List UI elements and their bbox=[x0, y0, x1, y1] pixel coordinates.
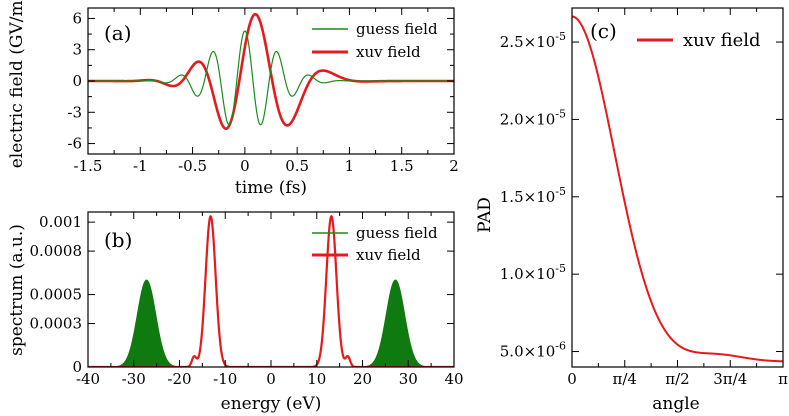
panel-c-ticks: 0 π/4 π/2 3π/4 π 5.0×10-6 1.0×10-5 1.5×10-5 2.0×… bbox=[500, 8, 788, 388]
panel-a-ticks: -1.5 -1 -0.5 0 0.5 1 1.5 2 -6 -3 0 3 6 bbox=[67, 8, 459, 175]
legend-guess-label-b: guess field bbox=[356, 224, 438, 242]
y-tick-label: 0.0003 bbox=[30, 315, 83, 333]
x-tick-label: 20 bbox=[353, 370, 372, 388]
legend-xuv-label-c: xuv field bbox=[683, 30, 761, 51]
x-tick-label: π/2 bbox=[665, 370, 689, 388]
panel-b-legend: guess field xuv field bbox=[312, 224, 438, 264]
x-tick-label: -1 bbox=[133, 157, 148, 175]
y-tick-label: -6 bbox=[67, 135, 82, 153]
y-tick-label: 6 bbox=[72, 9, 82, 27]
panel-a-frame bbox=[87, 7, 455, 155]
y-tick-label: 1.0×10-5 bbox=[500, 262, 566, 283]
y-tick-label: 0 bbox=[72, 72, 82, 90]
panel-c-ylabel: PAD bbox=[475, 197, 495, 233]
x-tick-label: 0.5 bbox=[285, 157, 309, 175]
panel-a-label: (a) bbox=[104, 21, 132, 45]
panel-c-label: (c) bbox=[590, 19, 617, 43]
x-tick-label: 0 bbox=[567, 370, 577, 388]
x-tick-label: 30 bbox=[399, 370, 418, 388]
panel-b-xlabel: energy (eV) bbox=[221, 394, 322, 414]
x-tick-label: 40 bbox=[444, 370, 463, 388]
y-tick-label: 0 bbox=[72, 358, 82, 376]
x-tick-label: 1.5 bbox=[390, 157, 414, 175]
guess-spectrum-peak bbox=[349, 279, 442, 367]
y-tick-label: 1.5×10-5 bbox=[500, 185, 566, 206]
legend-guess-label-a: guess field bbox=[356, 20, 438, 38]
x-tick-label: -30 bbox=[122, 370, 146, 388]
y-tick-label: 3 bbox=[72, 41, 82, 59]
panel-b: -40 -30 -20 -10 0 10 20 30 40 0 0.0003 0.0005 0.0008… bbox=[7, 211, 464, 414]
x-tick-label: 0 bbox=[240, 157, 250, 175]
guess-spectrum-peak bbox=[100, 279, 193, 367]
x-tick-label: -1.5 bbox=[74, 157, 103, 175]
legend-xuv-label-b: xuv field bbox=[356, 246, 421, 264]
pad-line bbox=[572, 15, 783, 363]
panel-a: -1.5 -1 -0.5 0 0.5 1 1.5 2 -6 -3 0 3 6 (a) time (fs)… bbox=[7, 0, 459, 198]
panel-b-ylabel: spectrum (a.u.) bbox=[7, 224, 27, 356]
panel-a-legend: guess field xuv field bbox=[312, 20, 438, 61]
panel-a-ylabel: electric field (GV/m) bbox=[7, 0, 27, 168]
x-tick-label: π bbox=[778, 370, 788, 388]
y-tick-label: 2.5×10-5 bbox=[500, 30, 566, 51]
panel-a-xlabel: time (fs) bbox=[235, 178, 307, 198]
y-tick-label: 5.0×10-6 bbox=[500, 340, 566, 361]
y-tick-label: 0.0005 bbox=[30, 286, 83, 304]
panel-b-ticks: -40 -30 -20 -10 0 10 20 30 40 0 0.0003 0.0005 0.0008… bbox=[30, 212, 464, 388]
panel-c-legend: xuv field bbox=[637, 30, 761, 51]
x-tick-label: π/4 bbox=[613, 370, 637, 388]
legend-xuv-label-a: xuv field bbox=[356, 43, 421, 61]
x-tick-label: -20 bbox=[167, 370, 191, 388]
panel-c-xlabel: angle bbox=[652, 394, 699, 414]
y-tick-label: 0.001 bbox=[39, 213, 82, 231]
panel-c: 0 π/4 π/2 3π/4 π 5.0×10-6 1.0×10-5 1.5×10-5 2.0×… bbox=[475, 7, 788, 414]
y-tick-label: 0.0008 bbox=[30, 242, 83, 260]
panel-c-frame bbox=[571, 7, 784, 368]
y-tick-label: 2.0×10-5 bbox=[500, 107, 566, 128]
x-tick-label: 3π/4 bbox=[713, 370, 747, 388]
x-tick-label: -0.5 bbox=[178, 157, 207, 175]
panel-b-frame bbox=[87, 211, 455, 368]
y-tick-label: -3 bbox=[67, 103, 82, 121]
x-tick-label: 10 bbox=[307, 370, 326, 388]
x-tick-label: 0 bbox=[266, 370, 276, 388]
x-tick-label: 2 bbox=[449, 157, 459, 175]
panel-b-label: (b) bbox=[104, 228, 132, 252]
x-tick-label: -40 bbox=[76, 370, 100, 388]
x-tick-label: 1 bbox=[345, 157, 355, 175]
guess-field-line bbox=[88, 30, 454, 126]
x-tick-label: -10 bbox=[213, 370, 237, 388]
